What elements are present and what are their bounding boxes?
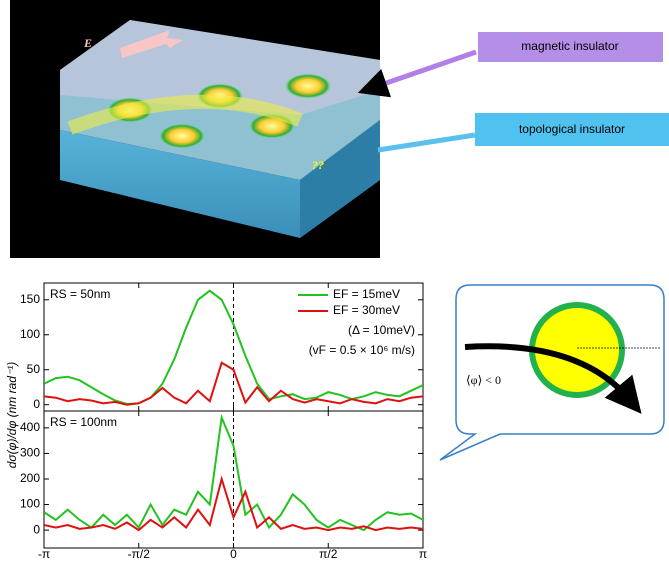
legend-label: EF = 30meV: [333, 303, 400, 317]
y-tick-label: 200: [20, 471, 40, 485]
annotation: RS = 50nm: [50, 287, 110, 301]
figure: E ?? magnetic insulator topological insu…: [0, 0, 669, 560]
y-tick-label: 400: [20, 420, 40, 434]
inset: ⟨φ⟩ < 0: [440, 285, 664, 460]
y-tick-label: 100: [20, 497, 40, 511]
annotation: RS = 100nm: [50, 415, 117, 429]
pointer: [372, 52, 476, 88]
spot: [284, 73, 332, 99]
x-tick-label: 0: [230, 547, 237, 560]
spot: [158, 123, 206, 149]
inset-text: ⟨φ⟩ < 0: [466, 373, 501, 387]
y-tick-label: 0: [33, 397, 40, 411]
pointer: [378, 135, 475, 150]
y-tick-label: 0: [33, 522, 40, 536]
label: magnetic insulator: [521, 39, 618, 53]
x-tick-label: -π/2: [128, 547, 151, 560]
illustration: E ?? magnetic insulator topological insu…: [10, 0, 669, 258]
x-tick-label: π: [419, 547, 427, 560]
note: (vF = 0.5 × 10⁶ m/s): [309, 343, 415, 357]
y-tick-label: 100: [20, 327, 40, 341]
legend-label: EF = 15meV: [333, 287, 400, 301]
y-tick-label: 150: [20, 292, 40, 306]
label: topological insulator: [519, 122, 625, 136]
field-label: E: [83, 36, 92, 50]
y-axis-label: dσ(φ)/dφ (nm rad⁻¹): [5, 362, 19, 469]
x-tick-label: -π: [38, 547, 50, 560]
note: (Δ = 10meV): [348, 323, 415, 337]
x-tick-label: π/2: [319, 547, 338, 560]
y-tick-label: 50: [27, 362, 41, 376]
question: ??: [312, 158, 324, 172]
y-tick-label: 300: [20, 446, 40, 460]
